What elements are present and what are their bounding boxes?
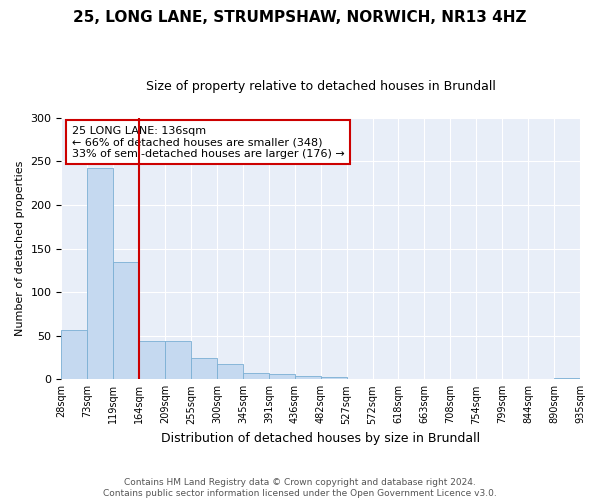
Bar — [165, 341, 191, 380]
Text: 25 LONG LANE: 136sqm
← 66% of detached houses are smaller (348)
33% of semi-deta: 25 LONG LANE: 136sqm ← 66% of detached h… — [72, 126, 344, 159]
Text: 25, LONG LANE, STRUMPSHAW, NORWICH, NR13 4HZ: 25, LONG LANE, STRUMPSHAW, NORWICH, NR13… — [73, 10, 527, 25]
Bar — [554, 378, 580, 380]
Text: Contains HM Land Registry data © Crown copyright and database right 2024.
Contai: Contains HM Land Registry data © Crown c… — [103, 478, 497, 498]
Y-axis label: Number of detached properties: Number of detached properties — [15, 161, 25, 336]
Bar — [113, 262, 139, 380]
Bar — [269, 374, 295, 380]
Bar — [61, 330, 88, 380]
Bar — [88, 168, 113, 380]
Bar — [217, 364, 243, 380]
Bar — [191, 358, 217, 380]
X-axis label: Distribution of detached houses by size in Brundall: Distribution of detached houses by size … — [161, 432, 480, 445]
Bar — [295, 376, 321, 380]
Title: Size of property relative to detached houses in Brundall: Size of property relative to detached ho… — [146, 80, 496, 93]
Bar — [139, 341, 165, 380]
Bar — [243, 373, 269, 380]
Bar — [321, 376, 347, 380]
